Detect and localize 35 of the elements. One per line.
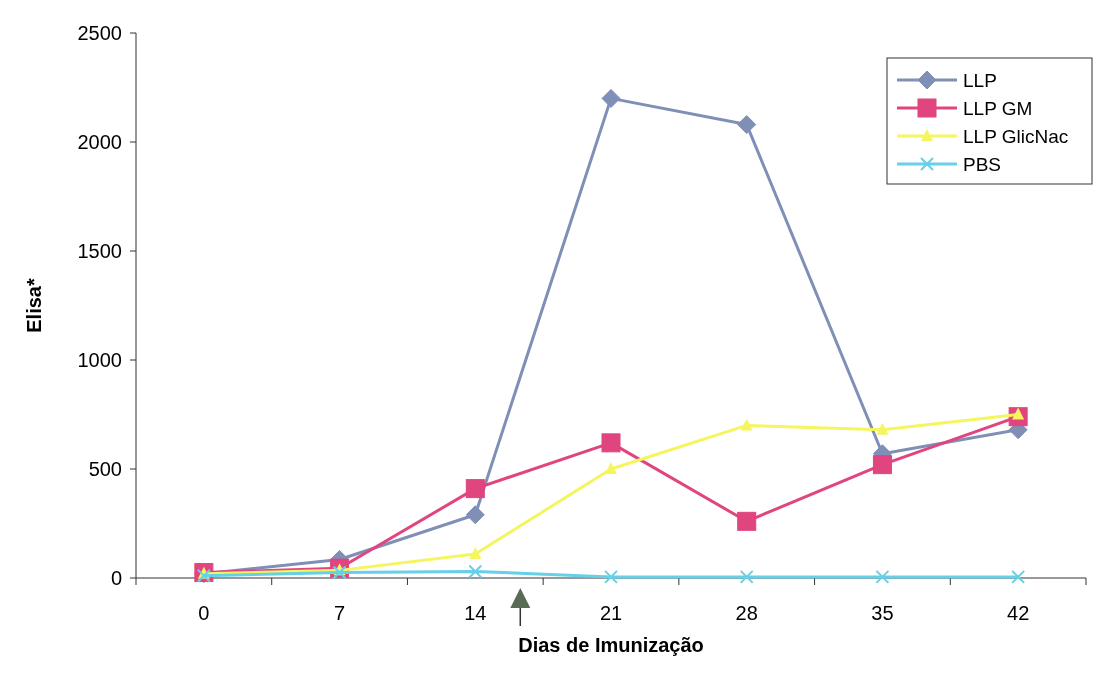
point bbox=[468, 564, 483, 579]
point bbox=[604, 569, 618, 584]
y-tick-label: 500 bbox=[88, 458, 122, 480]
point bbox=[465, 479, 485, 499]
point bbox=[737, 115, 757, 135]
point bbox=[872, 455, 892, 475]
y-tick-label: 2500 bbox=[77, 22, 122, 44]
x-tick-label: 28 bbox=[735, 602, 758, 624]
y-tick-label: 1500 bbox=[77, 240, 122, 262]
point bbox=[876, 422, 889, 435]
y-tick-label: 1000 bbox=[77, 349, 122, 371]
y-tick-label: 0 bbox=[110, 567, 122, 589]
point bbox=[465, 505, 485, 525]
legend-label: PBS bbox=[963, 153, 1002, 175]
point bbox=[601, 433, 621, 453]
x-tick-label: 42 bbox=[1007, 602, 1030, 624]
point bbox=[739, 569, 754, 584]
legend-label: LLP GM bbox=[963, 97, 1033, 119]
x-tick-label: 14 bbox=[464, 602, 487, 624]
point bbox=[1011, 569, 1026, 584]
point bbox=[875, 569, 890, 584]
y-tick-label: 2000 bbox=[77, 131, 122, 153]
x-tick-label: 21 bbox=[599, 602, 623, 624]
x-tick-label: 0 bbox=[198, 602, 210, 624]
x-tick-label: 35 bbox=[871, 602, 894, 624]
point bbox=[605, 462, 617, 474]
point bbox=[469, 547, 482, 560]
x-tick-label: 7 bbox=[334, 602, 346, 624]
legend-label: LLP bbox=[963, 69, 997, 91]
y-axis-title: Elisa* bbox=[23, 278, 45, 333]
point bbox=[601, 88, 621, 108]
point bbox=[740, 418, 753, 431]
x-axis-title: Dias de Imunização bbox=[518, 634, 704, 656]
point bbox=[737, 511, 757, 531]
legend-label: LLP GlicNac bbox=[963, 125, 1069, 147]
